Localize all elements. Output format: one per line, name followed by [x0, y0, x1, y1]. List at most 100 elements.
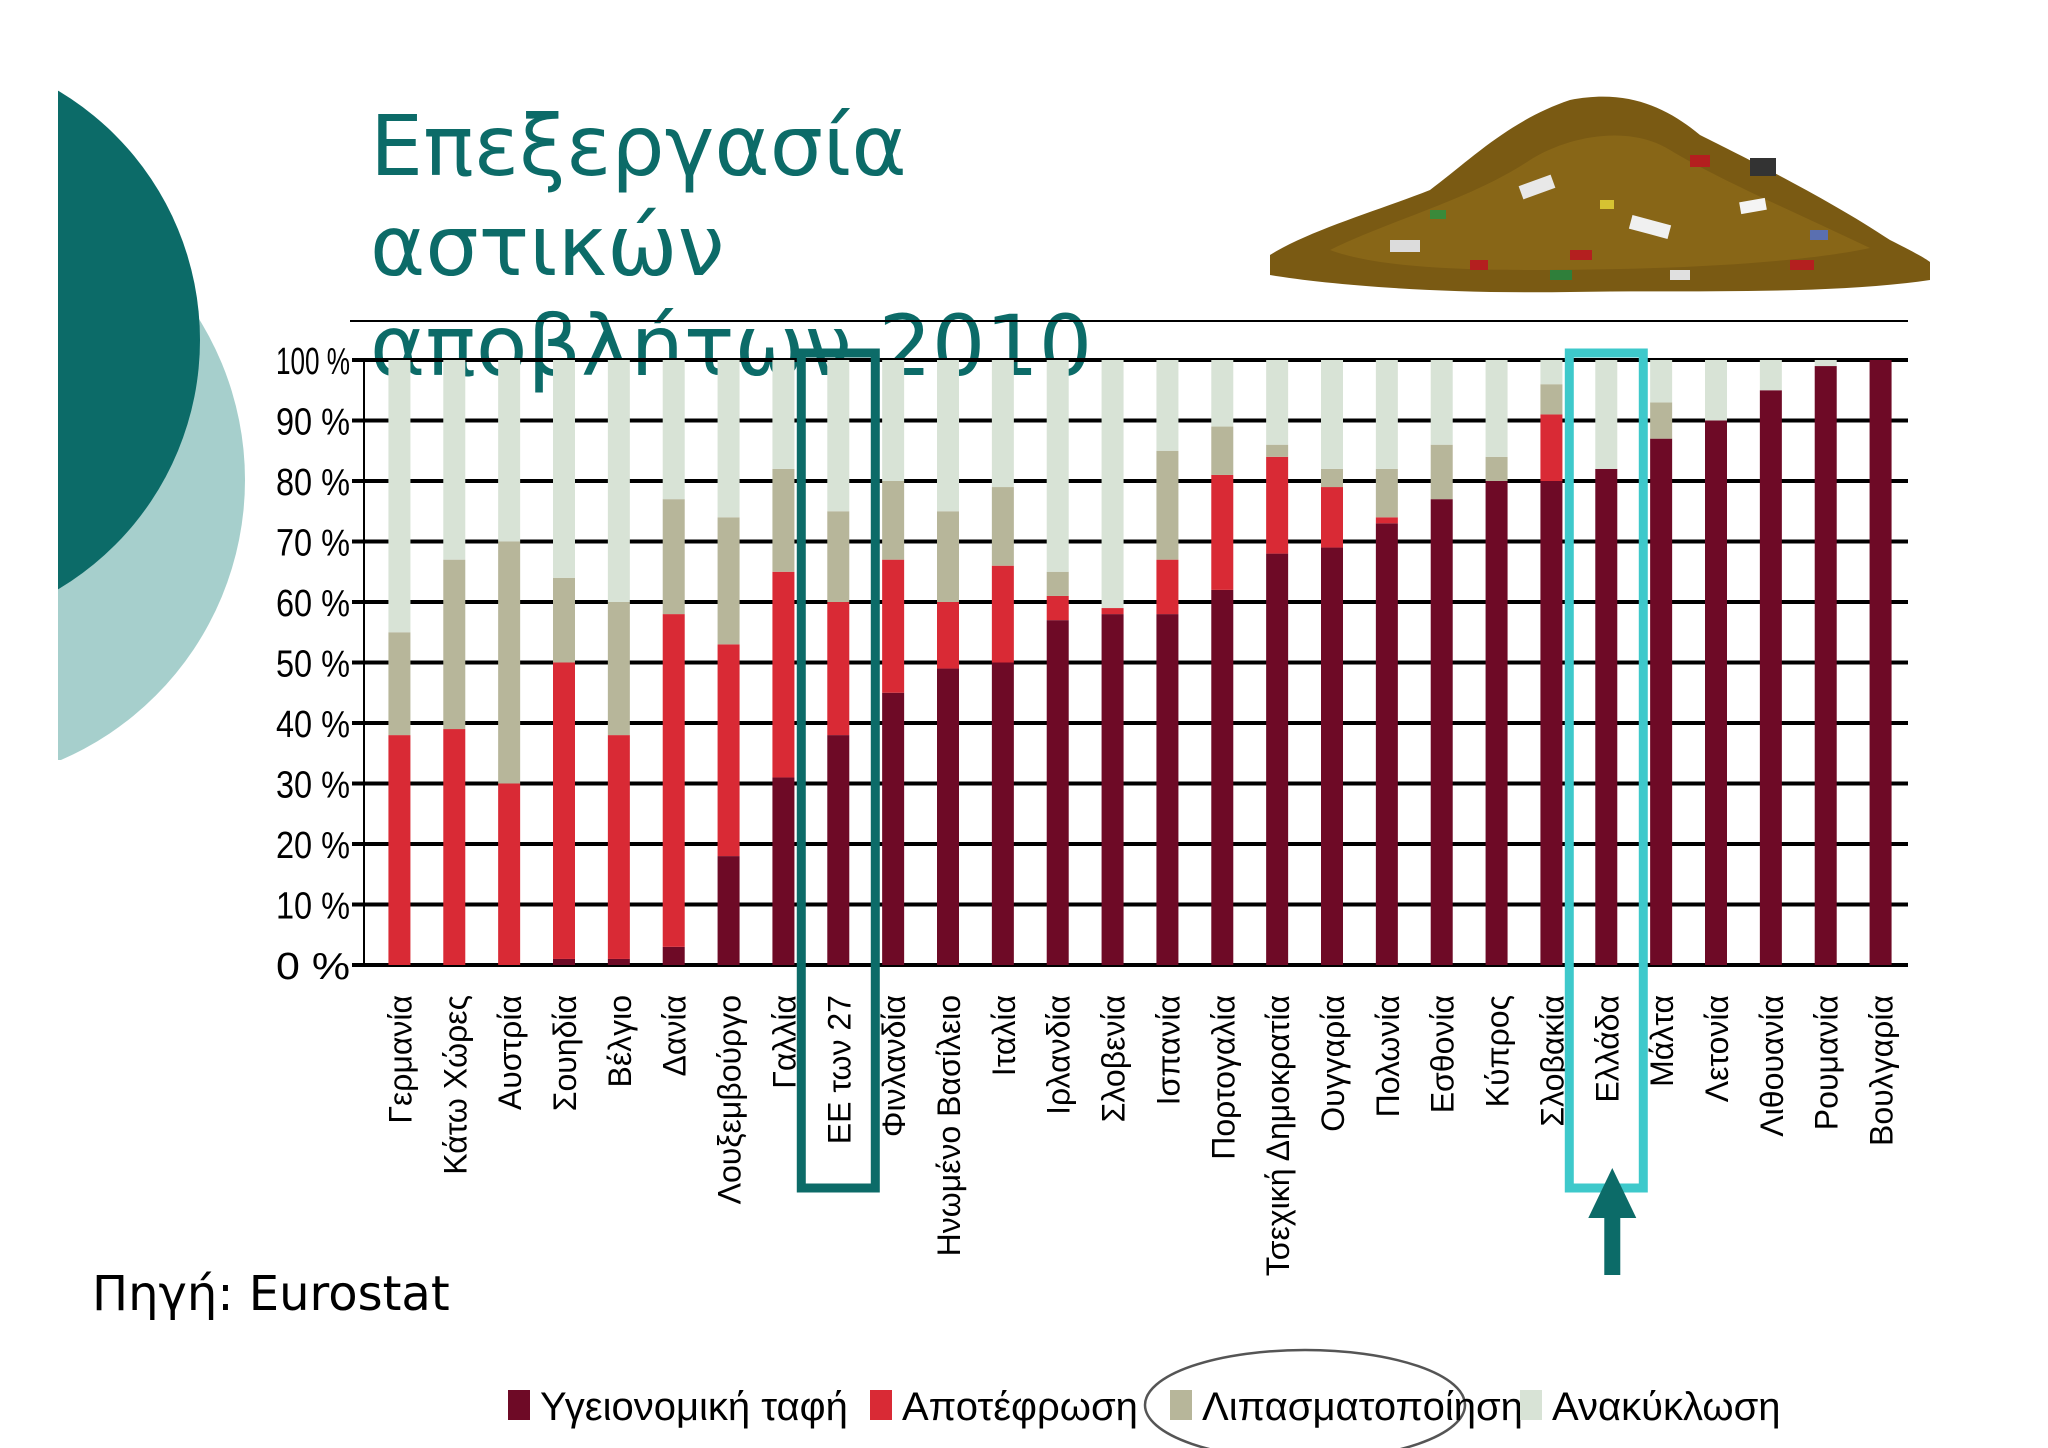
- bar-segment: [1650, 438, 1673, 965]
- decorative-circles: [0, 0, 245, 760]
- bar-segment: [1156, 450, 1179, 560]
- bar-segment: [388, 360, 411, 633]
- legend-composting-circle: [1143, 1348, 1467, 1448]
- bar-segment: [1869, 360, 1892, 965]
- highlight-box: [796, 348, 880, 1193]
- bar-segment: [1266, 456, 1289, 554]
- x-tick-label: Λουξεμβούργο: [712, 995, 748, 1204]
- bar-segment: [553, 577, 575, 663]
- x-tick-label: Σλοβακία: [1534, 995, 1570, 1127]
- bar-segment: [1430, 360, 1453, 445]
- bar-segment: [443, 559, 466, 730]
- y-tick-label: 0 %: [276, 946, 350, 988]
- x-tick-label: Ελλάδα: [1589, 995, 1625, 1103]
- bar-segment: [1814, 360, 1837, 367]
- bar-segment: [1705, 420, 1727, 965]
- bar-segment: [553, 360, 575, 578]
- bar-segment: [1430, 444, 1453, 500]
- y-tick-label: 70 %: [276, 523, 350, 565]
- x-tick-label: Ισπανία: [1150, 995, 1186, 1105]
- bar-segment: [1156, 559, 1179, 615]
- bar-segment: [1540, 360, 1563, 385]
- x-tick-label: Σουηδία: [547, 995, 583, 1111]
- x-tick-label: Τσεχική Δημοκρατία: [1260, 995, 1296, 1276]
- bar-segment: [827, 735, 850, 965]
- bar-segment: [443, 729, 466, 965]
- bar-segment: [772, 468, 795, 572]
- bar-segment: [937, 511, 959, 602]
- left-edge-mask: [0, 0, 58, 760]
- bar-segment: [1485, 481, 1508, 965]
- y-tick-label: 10 %: [276, 886, 350, 928]
- bar-segment: [772, 777, 795, 965]
- bar-segment: [882, 692, 905, 965]
- bar-segment: [1211, 426, 1234, 475]
- legend-label: Ανακύκλωση: [1552, 1385, 1781, 1429]
- bar-segment: [937, 668, 959, 965]
- bar-segment: [1266, 444, 1289, 457]
- y-tick-label: 90 %: [276, 402, 350, 444]
- bar-segment: [1046, 360, 1069, 572]
- x-tick-label: Ιρλανδία: [1041, 995, 1077, 1115]
- bar-segment: [1540, 414, 1563, 481]
- bar-segment: [882, 481, 905, 560]
- bar-segment: [1321, 360, 1343, 469]
- bar-segment: [882, 559, 905, 693]
- bar-segment: [607, 958, 630, 965]
- x-tick-label: Ιταλία: [986, 995, 1022, 1076]
- bar-segment: [1046, 571, 1069, 596]
- bar-segment: [553, 662, 575, 959]
- bar-segment: [1540, 481, 1563, 965]
- bar-segment: [607, 602, 630, 736]
- bar-segment: [1266, 360, 1289, 445]
- bar-segment: [1705, 360, 1727, 421]
- x-tick-label: Βουλγαρία: [1864, 995, 1900, 1146]
- bar-segment: [607, 735, 630, 959]
- y-tick-label: 50 %: [276, 644, 350, 686]
- title-divider: [350, 320, 1908, 322]
- legend-swatch: [1520, 1390, 1542, 1420]
- bar-segment: [498, 783, 521, 965]
- bar-segment: [1595, 360, 1618, 469]
- bar-segment: [991, 360, 1014, 488]
- bar-segment: [1485, 360, 1508, 457]
- y-tick-label: 100 %: [276, 341, 350, 383]
- bar-segment: [1814, 366, 1837, 965]
- bar-segment: [1375, 523, 1398, 965]
- x-tick-label: Μάλτα: [1644, 995, 1680, 1087]
- bar-segment: [937, 602, 959, 669]
- bar-segment: [1759, 360, 1782, 391]
- y-tick-label: 20 %: [276, 825, 350, 867]
- bar-segment: [1321, 547, 1343, 965]
- x-tick-label: Δανία: [657, 995, 693, 1076]
- slide-title: Επεξεργασία αστικών αποβλήτων 2010: [370, 96, 1270, 396]
- bar-segment: [1375, 517, 1398, 524]
- y-tick-label: 40 %: [276, 704, 350, 746]
- legend-label: Λιπασματοποίηση: [1202, 1385, 1523, 1429]
- bar-segment: [498, 360, 521, 542]
- bar-segment: [1540, 384, 1563, 415]
- legend-label: Αποτέφρωση: [902, 1385, 1138, 1429]
- bar-segment: [388, 632, 411, 736]
- bar-segment: [717, 517, 740, 645]
- bar-segment: [498, 541, 521, 784]
- x-tick-label: ΕΕ των 27: [821, 995, 857, 1144]
- bar-segment: [1211, 360, 1234, 427]
- bar-segment: [937, 360, 959, 512]
- bar-segment: [772, 571, 795, 778]
- bar-segment: [827, 511, 850, 602]
- bar-segment: [1595, 468, 1618, 965]
- x-tick-label: Λιθουανία: [1754, 995, 1790, 1137]
- x-tick-label: Σλοβενία: [1096, 995, 1132, 1122]
- bar-segment: [1321, 487, 1343, 548]
- bar-segment: [1101, 360, 1124, 609]
- bar-segment: [662, 360, 685, 500]
- bar-segment: [1046, 620, 1069, 965]
- x-tick-label: Κάτω Χώρες: [437, 995, 473, 1175]
- bar-segment: [1321, 468, 1343, 488]
- bar-segment: [1101, 614, 1124, 965]
- bar-segment: [1430, 499, 1453, 965]
- bar-segment: [1485, 456, 1508, 481]
- bar-segment: [607, 360, 630, 602]
